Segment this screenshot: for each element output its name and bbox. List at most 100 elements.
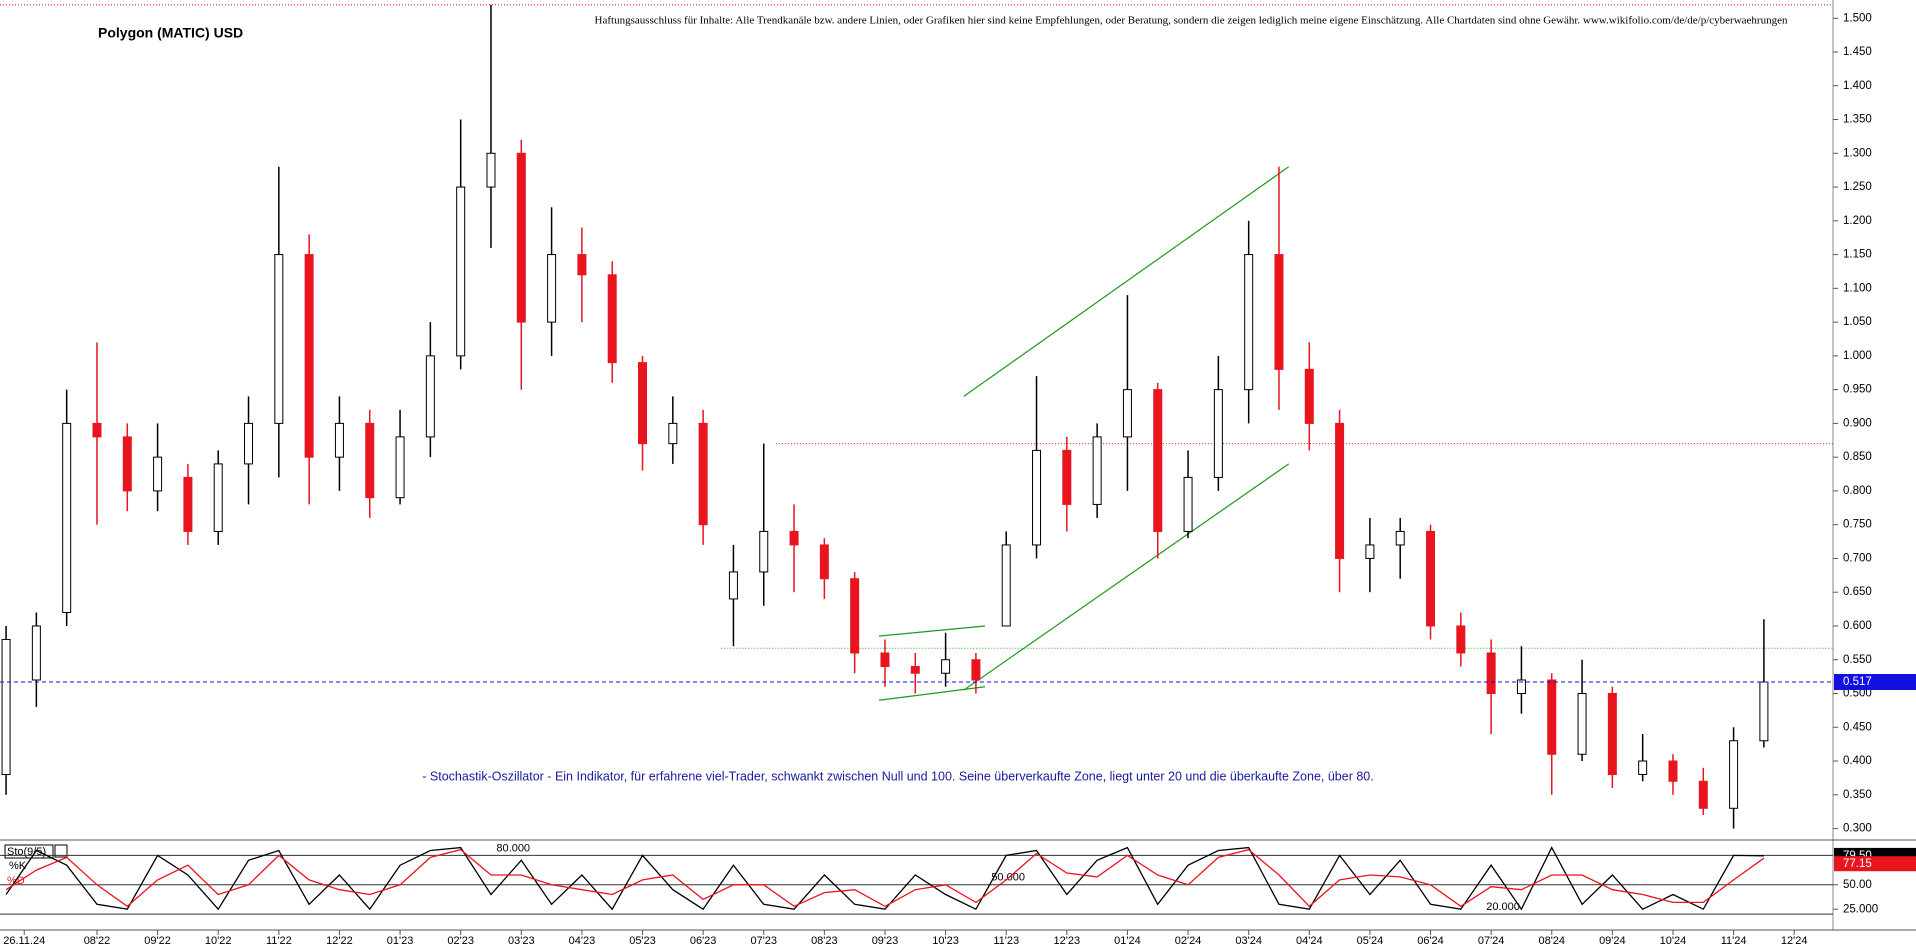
y-tick-label: 1.450 bbox=[1843, 46, 1872, 58]
candle-body bbox=[1062, 449, 1072, 505]
candle-body bbox=[698, 422, 708, 526]
y-tick-label: 0.700 bbox=[1843, 552, 1872, 564]
x-tick-label: 08'23 bbox=[811, 935, 838, 947]
chart-title: Polygon (MATIC) USD bbox=[98, 25, 243, 41]
candle-body bbox=[456, 186, 466, 357]
candle-body bbox=[819, 544, 829, 580]
x-tick-label: 05'24 bbox=[1357, 935, 1384, 947]
x-tick-label: 06'24 bbox=[1417, 935, 1444, 947]
candle-body bbox=[1486, 652, 1496, 694]
candle-body bbox=[425, 355, 435, 438]
x-tick-label: 04'24 bbox=[1296, 935, 1323, 947]
x-tick-label: 12'24 bbox=[1781, 935, 1808, 947]
candle-body bbox=[516, 152, 526, 323]
stoch-line bbox=[5, 848, 1765, 908]
candle-body bbox=[759, 530, 769, 573]
candle-body bbox=[728, 571, 738, 600]
candle-body bbox=[547, 254, 557, 323]
candle-body bbox=[92, 422, 102, 438]
candle-body bbox=[1001, 544, 1011, 627]
x-tick-label: 08'22 bbox=[84, 935, 111, 947]
x-tick-label: 03'24 bbox=[1235, 935, 1262, 947]
level-label: 20.000 bbox=[1486, 901, 1520, 913]
candle-body bbox=[153, 456, 163, 492]
candle-body bbox=[1516, 679, 1526, 694]
candle-body bbox=[1183, 476, 1193, 532]
candle-body bbox=[244, 422, 254, 465]
indicator-name: Sto(9/5) bbox=[7, 846, 46, 858]
candle-body bbox=[607, 274, 617, 364]
candle-body bbox=[1759, 681, 1769, 742]
y-tick-label: 0.900 bbox=[1843, 417, 1872, 429]
x-tick-label: 09'22 bbox=[144, 935, 171, 947]
x-tick-label: 10'23 bbox=[932, 935, 959, 947]
x-tick-label: 12'23 bbox=[1054, 935, 1081, 947]
value-label: 77.15 bbox=[1843, 858, 1872, 870]
candle-body bbox=[274, 254, 284, 424]
candle-body bbox=[122, 436, 132, 492]
y-tick-label: 0.450 bbox=[1843, 721, 1872, 733]
indicator-note: - Stochastik-Oszillator - Ein Indikator,… bbox=[422, 769, 1373, 783]
level-label: 80.000 bbox=[496, 842, 530, 854]
candle-body bbox=[1698, 780, 1708, 809]
y-tick-label: 0.550 bbox=[1843, 654, 1872, 666]
trend-line bbox=[878, 686, 986, 701]
trend-line bbox=[963, 463, 1290, 691]
y-tick-label: 0.750 bbox=[1843, 519, 1872, 531]
legend-k: %K bbox=[9, 860, 27, 872]
trend-line bbox=[963, 166, 1290, 397]
y-tick-label: 1.400 bbox=[1843, 80, 1872, 92]
y-tick-label: 0.500 bbox=[1843, 688, 1872, 700]
candle-body bbox=[486, 152, 496, 188]
candle-body bbox=[1547, 679, 1557, 755]
x-tick-label: 11'24 bbox=[1721, 935, 1747, 947]
last-price-label: 0.517 bbox=[1843, 676, 1872, 688]
x-tick-label: 02'24 bbox=[1175, 935, 1202, 947]
x-tick-label: 09'23 bbox=[872, 935, 899, 947]
candle-body bbox=[1426, 530, 1436, 627]
y-tick-label: 0.600 bbox=[1843, 620, 1872, 632]
last-price-box bbox=[1834, 674, 1916, 691]
value-box bbox=[1834, 856, 1916, 872]
candle-body bbox=[1365, 544, 1375, 559]
candle-body bbox=[365, 422, 375, 499]
y-tick-label: 0.300 bbox=[1843, 823, 1872, 835]
x-tick-label: 10'22 bbox=[205, 935, 232, 947]
candle-body bbox=[334, 422, 344, 458]
x-tick-label: 03'23 bbox=[508, 935, 535, 947]
disclaimer: Haftungsausschluss für Inhalte: Alle Tre… bbox=[595, 15, 1788, 27]
candle-body bbox=[1304, 368, 1314, 424]
indicator-button[interactable] bbox=[54, 844, 68, 858]
x-tick-label: 09'24 bbox=[1599, 935, 1626, 947]
y-tick-label: 0.800 bbox=[1843, 485, 1872, 497]
candle-body bbox=[577, 254, 587, 276]
candle-body bbox=[1122, 389, 1132, 438]
y-tick-label: 1.100 bbox=[1843, 282, 1872, 294]
y-tick-label: 1.150 bbox=[1843, 249, 1872, 261]
candle-body bbox=[31, 625, 41, 681]
y-tick-label: 1.500 bbox=[1843, 12, 1872, 24]
candle-body bbox=[1577, 692, 1587, 755]
candle-body bbox=[1335, 422, 1345, 559]
y-tick-label: 0.850 bbox=[1843, 451, 1872, 463]
candle-body bbox=[395, 436, 405, 499]
candle-body bbox=[1638, 760, 1648, 776]
x-tick-label: 08'24 bbox=[1538, 935, 1565, 947]
y-tick-label: 0.650 bbox=[1843, 586, 1872, 598]
candle-body bbox=[1607, 692, 1617, 776]
y-tick-label: 1.250 bbox=[1843, 181, 1872, 193]
y-tick-label: 1.300 bbox=[1843, 147, 1872, 159]
candle-body bbox=[1032, 449, 1042, 546]
candle-body bbox=[971, 659, 981, 681]
trend-line bbox=[878, 625, 986, 637]
candle-body bbox=[1456, 625, 1466, 654]
x-tick-label: 04'23 bbox=[569, 935, 596, 947]
y-tick-label: 0.350 bbox=[1843, 789, 1872, 801]
y-tick-label: 50.00 bbox=[1843, 879, 1872, 891]
candle-body bbox=[304, 254, 314, 458]
candle-body bbox=[1213, 389, 1223, 478]
y-tick-label: 1.050 bbox=[1843, 316, 1872, 328]
x-tick-label: 11'22 bbox=[266, 935, 292, 947]
